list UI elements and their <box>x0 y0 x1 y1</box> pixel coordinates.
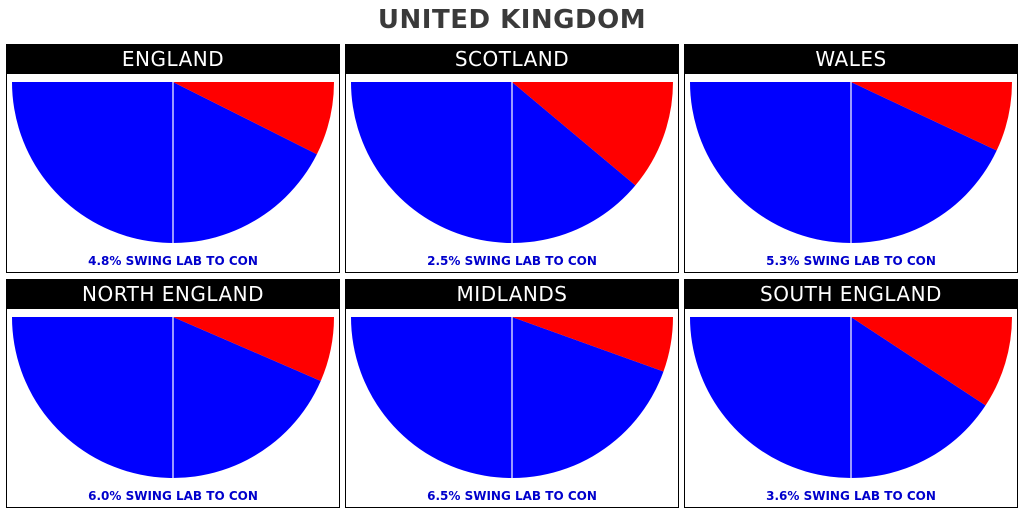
region-panel-scotland: SCOTLAND 2.5% SWING LAB TO CON <box>345 44 679 273</box>
swing-label: 2.5% SWING LAB TO CON <box>427 254 597 268</box>
panel-title: SOUTH ENGLAND <box>685 280 1017 309</box>
pie-chart <box>690 82 1012 243</box>
pie-chart <box>351 317 673 479</box>
pie-slice-con <box>851 82 1012 151</box>
swing-label: 6.5% SWING LAB TO CON <box>427 489 597 503</box>
pie-slice-lab <box>351 82 636 243</box>
panel-title: SCOTLAND <box>346 45 678 74</box>
page-title: UNITED KINGDOM <box>377 5 647 35</box>
pie-slice-lab <box>690 317 986 478</box>
pie-slice-lab <box>12 82 317 244</box>
pie-slice-con <box>173 82 334 155</box>
pie-chart <box>351 82 673 243</box>
region-panel-england: ENGLAND 4.8% SWING LAB TO CON <box>6 44 340 273</box>
swing-label: 3.6% SWING LAB TO CON <box>766 489 936 503</box>
pie-chart <box>12 82 334 244</box>
pie-slice-lab <box>12 317 321 478</box>
region-panel-north-england: NORTH ENGLAND 6.0% SWING LAB TO CON <box>6 279 340 508</box>
panel-title: NORTH ENGLAND <box>7 280 339 309</box>
panel-title: MIDLANDS <box>346 280 678 309</box>
region-grid: ENGLAND 4.8% SWING LAB TO CON SCOTLAND 2… <box>6 44 1018 508</box>
pie-slice-con <box>512 82 673 186</box>
pie-slice-lab <box>690 82 997 243</box>
pie-slice-con <box>512 317 673 372</box>
region-panel-wales: WALES 5.3% SWING LAB TO CON <box>684 44 1018 273</box>
pie-slice-lab <box>351 317 664 479</box>
pie-slice-con <box>851 317 1012 406</box>
pie-slice-con <box>173 317 334 381</box>
swing-label: 5.3% SWING LAB TO CON <box>766 254 936 268</box>
panel-title: WALES <box>685 45 1017 74</box>
region-panel-south-england: SOUTH ENGLAND 3.6% SWING LAB TO CON <box>684 279 1018 508</box>
pie-chart <box>12 317 334 478</box>
panel-title: ENGLAND <box>7 45 339 74</box>
pie-chart <box>690 317 1012 478</box>
swing-label: 6.0% SWING LAB TO CON <box>88 489 258 503</box>
region-panel-midlands: MIDLANDS 6.5% SWING LAB TO CON <box>345 279 679 508</box>
swing-label: 4.8% SWING LAB TO CON <box>88 254 258 268</box>
